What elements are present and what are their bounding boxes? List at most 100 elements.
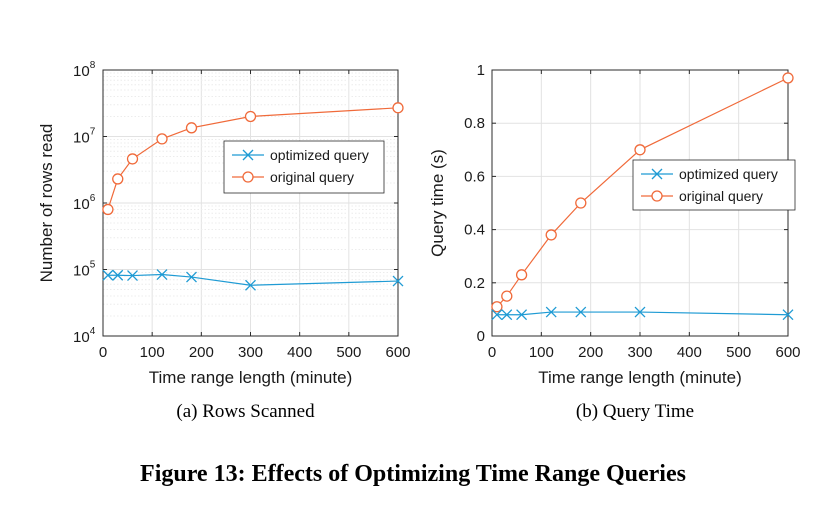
x-tick-label: 500: [726, 344, 751, 361]
data-point: [575, 306, 587, 318]
data-point-stroke: [491, 309, 503, 321]
legend-label: original query: [679, 188, 763, 204]
data-point: [782, 72, 794, 84]
legend: optimized query original query: [223, 140, 385, 194]
data-point-stroke: [127, 270, 138, 282]
y-tick-base: 10: [73, 63, 90, 80]
x-tick-label: 300: [238, 344, 263, 361]
data-point: [782, 309, 794, 321]
data-point: [501, 309, 513, 321]
legend-marker-stroke: [651, 168, 663, 180]
legend-box: [632, 159, 796, 211]
data-point: [634, 144, 646, 156]
legend: optimized query original query: [632, 159, 796, 211]
x-tick-label: 600: [385, 344, 410, 361]
y-tick-base: 10: [73, 263, 90, 280]
y-tick-label: 106: [73, 193, 96, 213]
x-tick-label: 400: [677, 344, 702, 361]
y-tick-base: 10: [73, 329, 90, 346]
data-point-stroke: [501, 309, 513, 321]
x-tick-label: 200: [189, 344, 214, 361]
y-tick-exponent: 8: [90, 60, 96, 71]
figure-caption: Figure 13: Effects of Optimizing Time Ra…: [140, 461, 686, 487]
data-point: [156, 269, 168, 280]
y-tick-label: 1: [477, 62, 485, 79]
series-optimized: [491, 306, 794, 321]
y-tick-base: 10: [73, 196, 90, 213]
data-point: [545, 229, 557, 241]
chart-query-time: 0 100 200 300 400 500 600 0 0.2 0.4 0.6 0.8 1 Time ra…: [428, 62, 801, 422]
y-tick-exponent: 6: [90, 193, 96, 204]
x-tick-label: 200: [578, 344, 603, 361]
data-point-stroke: [245, 279, 256, 291]
data-point-stroke: [575, 306, 587, 318]
x-tick-label: 400: [287, 344, 312, 361]
y-tick-exponent: 7: [90, 127, 96, 138]
data-point: [501, 290, 513, 302]
y-tick-label: 107: [73, 127, 96, 147]
data-point: [185, 122, 198, 134]
series-original: [491, 72, 794, 313]
y-tick-label: 104: [73, 326, 96, 346]
legend-marker: [242, 149, 254, 161]
data-point-stroke: [516, 309, 528, 321]
data-point: [126, 153, 139, 165]
x-axis-label: Time range length (minute): [149, 368, 352, 387]
data-point: [545, 306, 557, 318]
y-tick-label: 108: [73, 60, 96, 80]
subcaption: (b) Query Time: [576, 401, 694, 422]
data-point: [491, 309, 503, 321]
y-tick-label: 0.6: [464, 168, 485, 185]
legend-label: optimized query: [679, 166, 778, 182]
legend-marker: [651, 190, 663, 202]
data-point: [127, 270, 138, 282]
x-tick-label: 600: [775, 344, 800, 361]
legend-marker: [242, 171, 254, 183]
y-tick-exponent: 4: [90, 326, 96, 337]
x-tick-label: 0: [488, 344, 496, 361]
data-point-stroke: [392, 275, 404, 287]
y-tick-label: 105: [73, 260, 96, 280]
series-optimized: [102, 269, 404, 291]
data-point: [491, 301, 503, 313]
data-point: [156, 133, 168, 145]
data-point: [245, 279, 256, 291]
data-point-stroke: [782, 309, 794, 321]
data-point: [515, 269, 528, 281]
legend-label: original query: [270, 169, 354, 185]
data-point: [516, 309, 528, 321]
data-point-stroke: [102, 269, 114, 281]
data-point: [102, 269, 114, 281]
data-point: [392, 102, 404, 114]
y-axis-label: Query time (s): [428, 149, 447, 257]
data-point-stroke: [634, 306, 646, 318]
subcaption: (a) Rows Scanned: [176, 401, 315, 422]
y-tick-label: 0.8: [464, 115, 485, 132]
y-tick-label: 0: [477, 328, 485, 345]
y-tick-label: 0.4: [464, 222, 485, 239]
data-point-stroke: [156, 269, 168, 280]
data-point: [112, 269, 124, 281]
series-original: [102, 102, 404, 216]
legend-marker: [651, 168, 663, 180]
y-tick-label: 0.2: [464, 275, 485, 292]
y-tick-exponent: 5: [90, 260, 96, 271]
y-axis-label: Number of rows read: [37, 124, 56, 283]
legend-label: optimized query: [270, 147, 369, 163]
x-axis-label: Time range length (minute): [538, 368, 741, 387]
x-tick-label: 300: [627, 344, 652, 361]
x-tick-label: 100: [529, 344, 554, 361]
x-tick-label: 100: [140, 344, 165, 361]
data-point: [575, 197, 587, 209]
legend-box: [223, 140, 385, 194]
data-point: [186, 271, 197, 283]
legend-marker-stroke: [242, 149, 254, 161]
data-point-stroke: [186, 271, 197, 283]
data-point-stroke: [545, 306, 557, 318]
x-tick-label: 0: [99, 344, 107, 361]
data-point: [244, 110, 257, 123]
data-point: [392, 275, 404, 287]
x-tick-label: 500: [336, 344, 361, 361]
